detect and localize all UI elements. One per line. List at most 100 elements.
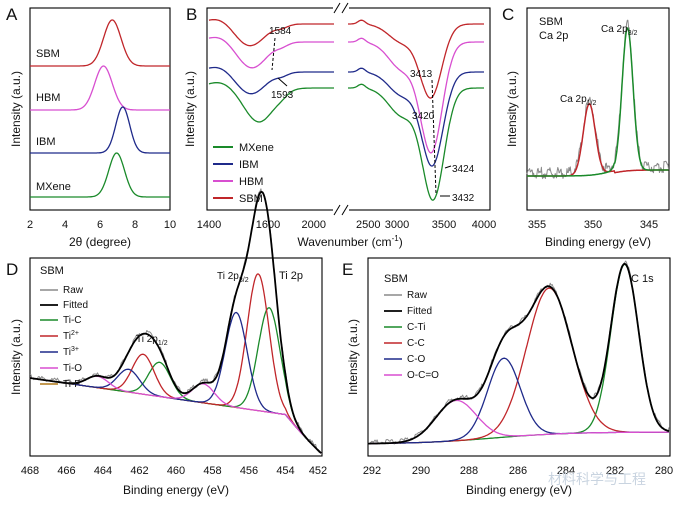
panel-c-peak-label-1: Ca 2p1/2 <box>560 94 597 107</box>
panel-b-legend-ibm: IBM <box>239 159 259 171</box>
panel-a-xtick: 2 <box>27 219 33 231</box>
panel-d-legend-raw: Raw <box>63 285 84 296</box>
panel-c-xlabel: Binding energy (eV) <box>545 235 651 249</box>
panel-b-xlabel-main: Wavenumber (cm <box>297 235 391 249</box>
panel-b-label: B <box>186 5 197 24</box>
panel-b-guide-1590 <box>271 37 276 71</box>
panel-d-ylabel: Intensity (a.u.) <box>9 319 23 395</box>
panel-b-annotation-3424: 3424 <box>452 164 475 175</box>
panel-b-annotation-3432: 3432 <box>452 193 475 204</box>
panel-b-xtick: 3000 <box>385 219 409 231</box>
panel-c-ylabel: Intensity (a.u.) <box>505 71 519 147</box>
panel-a-xtick: 6 <box>97 219 103 231</box>
panel-d-legend-tif: Ti-F <box>63 379 80 390</box>
panel-e-region: C 1s <box>631 273 654 285</box>
panel-d-xtick: 458 <box>203 465 221 477</box>
panel-b-xticks: 1400 1600 2000 2500 3000 3500 4000 <box>197 219 496 231</box>
panel-b-annotation-3420: 3420 <box>412 111 435 122</box>
panel-c: C SBM Ca 2p Ca 2p1/2 Ca 2p3/2 355 350 34… <box>502 5 670 249</box>
panel-e-ylabel: Intensity (a.u.) <box>346 319 360 395</box>
panel-c-raw-curve <box>526 19 670 180</box>
panel-b-annotation-1584: 1584 <box>269 26 292 37</box>
panel-b-xlabel-close: ) <box>399 235 403 249</box>
panel-d-legend-tio: Ti-O <box>63 363 82 374</box>
panel-e-xtick: 282 <box>606 465 624 477</box>
panel-b-xtick: 1600 <box>256 219 280 231</box>
panel-b-xtick: 2000 <box>302 219 326 231</box>
panel-e-fit-o-c-o <box>368 399 669 445</box>
panel-e-xtick: 280 <box>655 465 673 477</box>
panel-a: A SBM HBM IBM MXene 2 4 6 8 10 2θ (degre… <box>6 5 176 249</box>
panel-d-title: SBM <box>40 265 64 277</box>
panel-a-frame <box>29 7 171 211</box>
panel-b-xtick: 2500 <box>356 219 380 231</box>
panel-d-xtick: 462 <box>130 465 148 477</box>
panel-b-arrow-3424 <box>444 165 452 169</box>
panel-d-xlabel: Binding energy (eV) <box>123 483 229 497</box>
panel-b-arrow-1593 <box>277 77 288 87</box>
panel-a-curve-ibm <box>30 106 170 154</box>
panel-a-label: A <box>6 5 18 24</box>
panel-d-curves <box>29 188 322 454</box>
panel-a-curve-hbm <box>30 65 170 111</box>
panel-e-legend-raw: Raw <box>407 290 428 301</box>
panel-c-xticks: 355 350 345 <box>528 219 658 231</box>
panel-e-legend-fitted: Fitted <box>407 306 432 317</box>
panel-e-label: E <box>342 260 353 279</box>
panel-d-legend-ti2: Ti2+ <box>63 330 79 342</box>
panel-e-title: SBM <box>384 273 408 285</box>
panel-e-legend-co: C-O <box>407 354 426 365</box>
watermark-text: 材料科学与工程 <box>548 471 646 487</box>
panel-b-curve-mxene-low <box>208 82 334 123</box>
panel-b-curve-ibm-high <box>348 67 484 167</box>
panel-e-fitted-curve <box>368 262 670 445</box>
panel-a-label-mxene: MXene <box>36 181 71 193</box>
panel-a-ylabel: Intensity (a.u.) <box>9 71 23 147</box>
panel-d-xtick: 466 <box>57 465 75 477</box>
panel-c-fit-ca2p32 <box>526 27 669 177</box>
panel-c-frame <box>526 7 670 211</box>
panel-b-guide-3420 <box>431 79 437 195</box>
panel-b-legend-mxene: MXene <box>239 142 274 154</box>
panel-b-annotations: 1584 1593 3413 3420 3424 3432 <box>269 26 475 204</box>
panel-d-xtick: 452 <box>309 465 327 477</box>
panel-d-fitted-curve <box>29 191 322 454</box>
panel-a-series-labels: SBM HBM IBM MXene <box>36 48 71 193</box>
panel-e-xtick: 290 <box>412 465 430 477</box>
panel-b-curve-ibm-low <box>208 66 334 95</box>
panel-c-peak-label-2: Ca 2p3/2 <box>601 24 638 37</box>
panel-d-legend-tic: Ti-C <box>63 315 82 326</box>
panel-d-legend-ti3: Ti3+ <box>63 346 79 358</box>
panel-b-curve-hbm-low <box>208 36 334 69</box>
panel-d-xtick: 464 <box>94 465 112 477</box>
panel-e-xtick: 288 <box>460 465 478 477</box>
panel-d-peak-label-2: Ti 2p3/2 <box>217 271 249 284</box>
panel-a-xlabel: 2θ (degree) <box>69 235 131 249</box>
panel-d-region: Ti 2p <box>279 270 303 282</box>
panel-c-xtick: 345 <box>640 219 658 231</box>
panel-e-xticks: 292 290 288 286 284 282 280 <box>363 465 673 477</box>
panel-b-curve-sbm-high <box>348 19 484 99</box>
panel-d-xtick: 460 <box>167 465 185 477</box>
panel-d-frame <box>29 257 323 457</box>
panel-d-label: D <box>6 260 18 279</box>
panel-a-label-hbm: HBM <box>36 92 60 104</box>
panel-e: E SBM C 1s Raw Fitted C-Ti C-C C-O O-C=O… <box>342 257 673 497</box>
panel-e-xlabel: Binding energy (eV) <box>466 483 572 497</box>
panel-e-raw-curve <box>367 260 670 445</box>
panel-d-xtick: 456 <box>240 465 258 477</box>
panel-c-xtick: 350 <box>584 219 602 231</box>
panel-e-xtick: 286 <box>509 465 527 477</box>
panel-b-xlabel: Wavenumber (cm-1) <box>297 234 402 249</box>
panel-b-legend: MXene IBM HBM SBM <box>213 142 274 205</box>
panel-c-curves <box>526 19 670 180</box>
panel-d-peak-label-1: Ti 2p1/2 <box>136 334 168 347</box>
panel-b-annotation-1593: 1593 <box>271 90 294 101</box>
panel-c-title: SBM <box>539 16 563 28</box>
panel-b-curve-hbm-high <box>348 37 484 154</box>
panel-b-annotation-3413: 3413 <box>410 69 433 80</box>
panel-b-ylabel: Intensity (a.u.) <box>183 71 197 147</box>
panel-e-legend-oco: O-C=O <box>407 370 439 381</box>
panel-e-xtick: 292 <box>363 465 381 477</box>
